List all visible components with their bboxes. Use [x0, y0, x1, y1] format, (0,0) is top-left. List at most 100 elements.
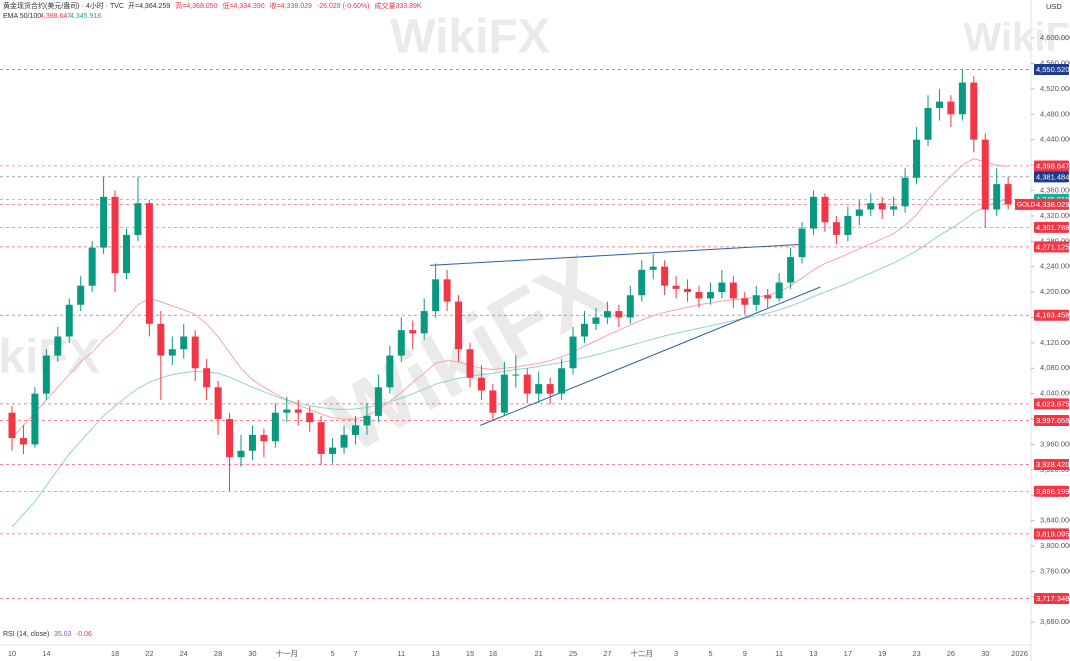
candle-body	[226, 419, 234, 458]
y-tick-label: 4,520.000	[1040, 84, 1070, 93]
x-tick-label: 26	[947, 649, 955, 658]
level-badge	[1034, 593, 1069, 605]
candle-body	[512, 374, 520, 376]
y-tick-label: 4,600.000	[1040, 33, 1070, 42]
candle-body	[878, 203, 886, 210]
ohlc-label: 成交量333.89K	[374, 1, 421, 10]
x-tick-label: 5	[331, 649, 335, 658]
indicator-value: 4,345.918	[70, 13, 101, 20]
candle-body	[981, 139, 989, 210]
level-badge	[1034, 160, 1069, 172]
candle-body	[123, 234, 130, 274]
candle-body	[363, 415, 371, 426]
candle-body	[374, 387, 382, 416]
candle-body	[306, 412, 314, 423]
candle-body	[592, 317, 600, 324]
ohlc-label: 低=4,334.390	[222, 1, 264, 10]
level-badge	[1034, 415, 1069, 427]
y-tick-label: 3,960.000	[1040, 439, 1070, 448]
candle-body	[260, 434, 268, 442]
level-badge	[1034, 221, 1069, 233]
y-tick-label: 4,320.000	[1040, 211, 1070, 220]
candle-body	[855, 209, 863, 216]
plot-layer	[8, 69, 1012, 528]
candle-body	[787, 257, 795, 283]
x-tick-label: 3	[674, 649, 678, 658]
level-label: 3,717.348	[1036, 594, 1069, 603]
candle-body	[477, 377, 485, 391]
y-tick-label: 4,240.000	[1040, 262, 1070, 271]
candle-body	[145, 203, 153, 324]
y-tick-label: 4,440.000	[1040, 135, 1070, 144]
candle-body	[443, 279, 451, 302]
candle-body	[283, 409, 291, 413]
x-tick-label: 10	[8, 649, 16, 658]
rsi-value: -0.06	[76, 631, 92, 638]
y-tick-label: 3,840.000	[1040, 516, 1070, 525]
candle-body	[19, 438, 27, 445]
level-label: 3,997.658	[1036, 416, 1069, 425]
candle-body	[466, 349, 474, 378]
level-label: 4,023.875	[1036, 399, 1069, 408]
level-label: 3,819.095	[1036, 529, 1069, 538]
y-tick-label: 4,040.000	[1040, 389, 1070, 398]
level-tag-bg	[1015, 198, 1034, 210]
candle-body	[100, 196, 108, 248]
indicator-name: EMA 50/100	[3, 13, 41, 20]
candle-body	[248, 434, 256, 451]
watermark-text: WikiFX	[0, 331, 100, 384]
candle-body	[88, 247, 96, 286]
x-tick-label: 28	[214, 649, 222, 658]
candle-body	[603, 311, 611, 318]
candle-body	[798, 228, 806, 258]
y-tick-label: 4,200.000	[1040, 287, 1070, 296]
candle-body	[8, 412, 16, 439]
candle-body	[489, 390, 497, 413]
candle-body	[970, 82, 978, 140]
candle-body	[821, 196, 829, 223]
candle-body	[397, 330, 405, 356]
candle-body	[535, 384, 543, 394]
candle-body	[958, 82, 966, 115]
y-tick-label: 3,680.000	[1040, 617, 1070, 626]
candle-body	[409, 330, 417, 334]
candle-body	[386, 355, 394, 388]
candle-body	[157, 323, 165, 356]
candle-body	[54, 336, 62, 356]
indicator-value: 4,398.647	[40, 13, 71, 20]
x-tick-label: 19	[878, 649, 886, 658]
candle-body	[569, 336, 577, 369]
candle-body	[913, 139, 921, 178]
rsi-value: 35.03	[54, 631, 72, 638]
trendline	[480, 286, 821, 426]
candle-body	[924, 107, 932, 140]
ema-line	[11, 158, 1009, 439]
candle-body	[237, 450, 245, 458]
candle-body	[729, 282, 737, 299]
candle-body	[844, 215, 852, 235]
candle-body	[867, 203, 875, 210]
candle-body	[649, 266, 657, 270]
x-tick-label: 25	[569, 649, 577, 658]
candle-body	[134, 203, 142, 235]
level-badge	[1034, 398, 1069, 410]
candle-body	[581, 323, 588, 337]
y-tick-label: 3,800.000	[1040, 541, 1070, 550]
level-label: 4,381.484	[1036, 172, 1069, 181]
header: 黄金现货合约(美元/盎司) · 4小时 · TVC EMA 50/100 RSI…	[3, 1, 422, 638]
candle-body	[626, 295, 634, 318]
x-tick-label: 30	[248, 649, 256, 658]
candle-body	[752, 295, 760, 305]
ema-line	[11, 198, 1009, 528]
x-tick-label: 14	[42, 649, 50, 658]
candle-body	[352, 425, 359, 435]
x-tick-label: 27	[603, 649, 611, 658]
candle-body	[684, 288, 692, 293]
level-label: 4,301.788	[1036, 223, 1069, 232]
x-tick-label: 13	[809, 649, 817, 658]
x-tick-label: 13	[431, 649, 439, 658]
level-label: 4,398.647	[1036, 161, 1069, 170]
level-label: 4,550.520	[1036, 65, 1069, 74]
